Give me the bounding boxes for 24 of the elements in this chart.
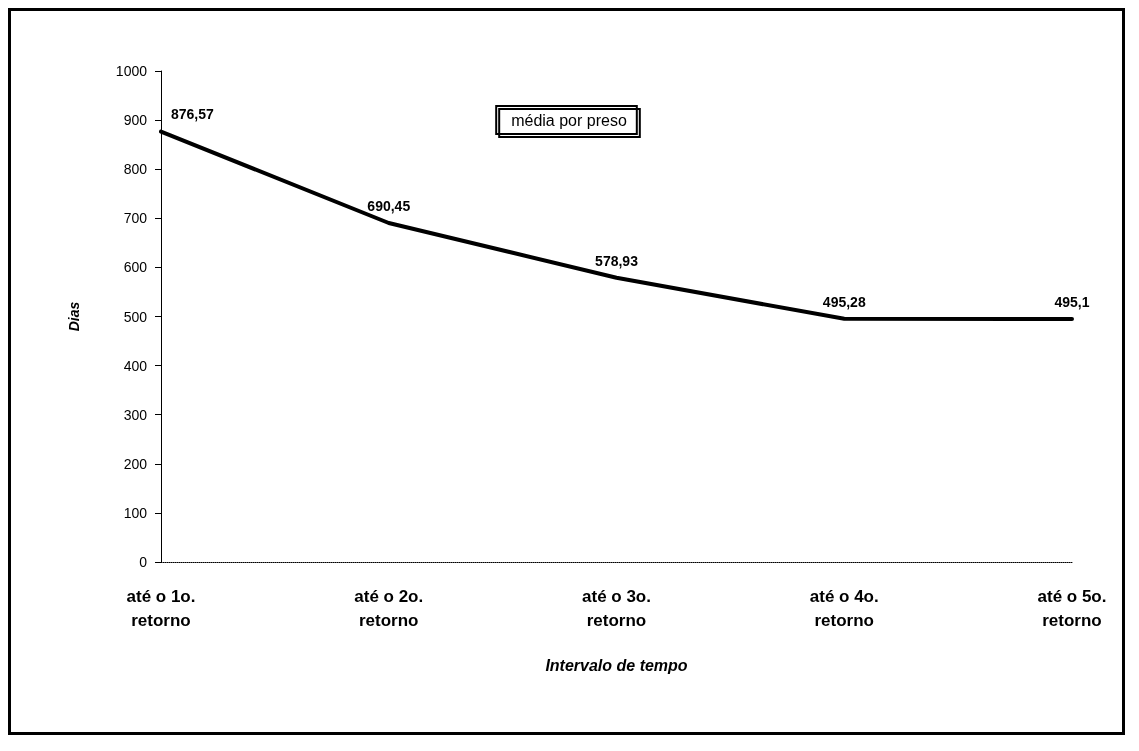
y-tick-label: 0 — [139, 554, 148, 570]
y-tick-label: 300 — [123, 406, 148, 423]
y-tick-label: 500 — [123, 308, 148, 325]
x-tick-label: até o 3o. retorno — [582, 586, 651, 630]
text: média por preso — [511, 111, 627, 129]
x-tick-label: até o 4o. retorno — [809, 586, 879, 630]
y-tick-label: 400 — [123, 357, 148, 374]
data-label: 578,93 — [595, 252, 639, 269]
y-tick-label: 200 — [123, 455, 148, 472]
data-label: 495,1 — [1054, 293, 1090, 310]
data-label: 690,45 — [367, 197, 411, 214]
y-tick-label: 1000 — [115, 63, 148, 79]
x-tick-label: até o 2o. retorno — [354, 586, 424, 630]
y-axis-title: Dias — [66, 301, 82, 332]
x-tick-label: até o 5o. retorno — [1037, 586, 1107, 630]
y-tick-label: 900 — [123, 112, 148, 129]
y-tick-label: 800 — [123, 161, 148, 178]
y-tick-label: 700 — [123, 210, 148, 227]
x-tick-label: até o 1o. retorno — [126, 586, 196, 630]
x-axis-title: Intervalo de tempo — [545, 656, 688, 674]
y-tick-label: 100 — [123, 504, 148, 521]
data-label: 495,28 — [822, 293, 866, 310]
y-tick-label: 600 — [123, 259, 148, 276]
data-label: 876,57 — [171, 105, 215, 122]
